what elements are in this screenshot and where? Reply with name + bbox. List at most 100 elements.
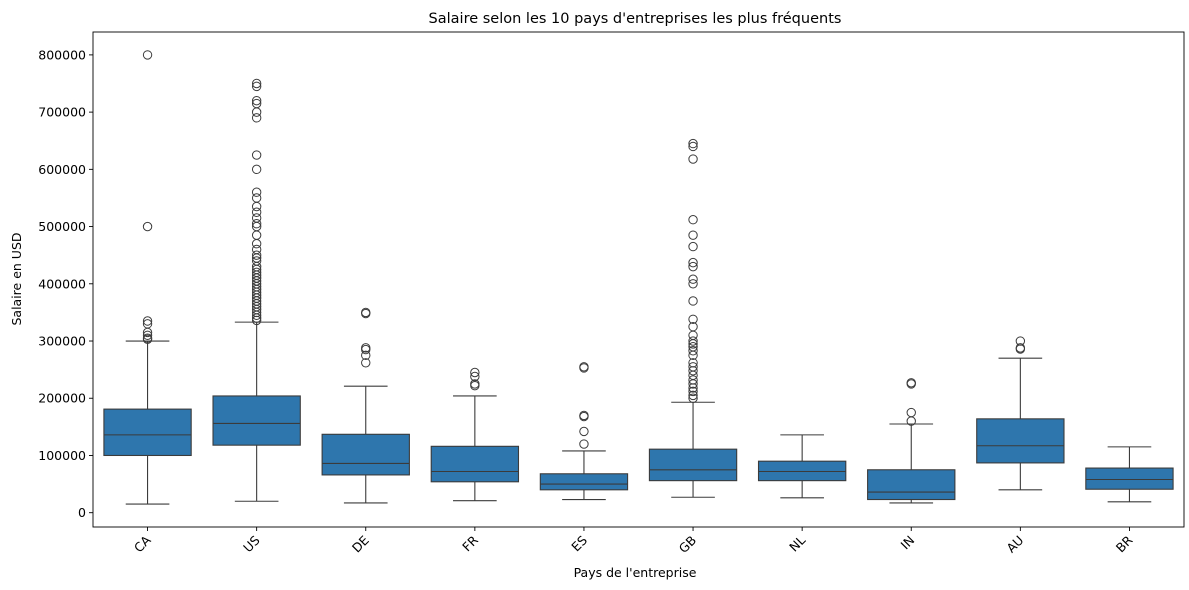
iqr-box [103,408,192,457]
outlier-point [688,350,698,361]
outlier-point [251,113,262,123]
outlier-point [688,336,698,346]
outlier-point [251,250,262,260]
outlier-point [906,407,916,418]
outlier-point [142,316,153,326]
outlier-point [361,350,371,361]
outlier-point [579,411,589,422]
outlier-point [688,154,698,164]
x-tick-label: AU [1003,533,1026,556]
iqr-box [648,448,738,482]
outlier-point [688,274,698,284]
chart-title: Salaire selon les 10 pays d'entreprises … [429,11,842,27]
y-axis: 0 100000 200000 300000 400000 500000 600000 700… [38,47,93,520]
outlier-point [688,257,698,268]
x-axis: CA US DE FR ES GB NL IN AU BR [131,527,1136,556]
outlier-point [142,327,153,338]
outlier-point [251,239,262,249]
outlier-point [688,230,698,240]
outlier-point [251,219,262,229]
y-tick-label: 200000 [38,391,86,406]
outlier-point [688,390,698,401]
y-axis-label: Salaire en USD [9,232,24,325]
y-tick-label: 400000 [38,276,86,291]
outlier-point [251,95,262,106]
x-axis-label: Pays de l'entreprise [574,565,697,580]
outlier-point [251,201,262,212]
outlier-point [251,310,262,320]
outlier-point [251,78,262,89]
x-tick-label: ES [568,532,590,554]
outlier-point [251,81,262,92]
outlier-point [251,193,262,203]
outlier-point [688,346,698,356]
iqr-box [867,469,956,501]
outlier-point [251,164,262,175]
outlier-point [579,426,589,437]
outlier-point [470,367,480,378]
box-br [1085,446,1174,503]
outlier-point [142,50,153,60]
iqr-box [539,473,629,491]
x-tick-label: IN [898,533,918,553]
outlier-point [688,214,698,225]
outlier-point [470,371,480,382]
outlier-point [688,339,698,349]
box-gb [648,138,738,498]
y-tick-label: 0 [78,505,86,520]
y-tick-label: 700000 [38,105,86,120]
outlier-point [251,230,262,240]
outlier-point [688,379,698,389]
outlier-point [688,383,698,393]
outlier-point [142,334,153,345]
iqr-box [430,445,520,483]
outlier-point [361,308,371,319]
x-tick-label: BR [1113,532,1136,555]
outlier-point [142,221,153,232]
outlier-point [688,141,698,152]
x-tick-label: GB [676,533,700,557]
outlier-point [251,315,262,326]
outlier-point [906,379,916,389]
y-tick-label: 800000 [38,47,86,62]
iqr-box [1085,467,1174,490]
x-tick-label: FR [459,532,481,554]
outlier-point [251,207,262,217]
outlier-point [361,344,371,355]
outlier-point [688,279,698,289]
outlier-point [251,187,262,197]
iqr-box [321,433,410,476]
iqr-box [757,460,847,482]
box-in [867,378,956,504]
iqr-box [212,395,301,446]
iqr-box [976,418,1065,464]
plot-frame [92,31,1185,528]
box-de [321,307,410,504]
outlier-point [688,314,698,324]
outlier-point [251,313,262,323]
outlier-point [688,241,698,252]
y-tick-label: 500000 [38,219,86,234]
outlier-point [251,107,262,117]
outlier-point [688,386,698,397]
outlier-point [688,366,698,376]
x-tick-label: CA [131,532,154,555]
box-fr [430,367,520,502]
y-tick-label: 100000 [38,448,86,463]
outlier-point [579,439,589,449]
x-tick-label: NL [786,532,808,554]
x-tick-label: US [240,532,263,555]
outlier-point [579,363,589,373]
outlier-point [688,393,698,403]
box-us [212,78,301,502]
outlier-point [688,138,698,149]
y-tick-label: 600000 [38,162,86,177]
outlier-point [688,296,698,306]
y-tick-label: 300000 [38,334,86,349]
outlier-point [906,416,916,426]
outlier-point [1015,344,1026,354]
box-au [976,336,1065,491]
box-es [539,362,629,501]
outlier-point [251,150,262,160]
